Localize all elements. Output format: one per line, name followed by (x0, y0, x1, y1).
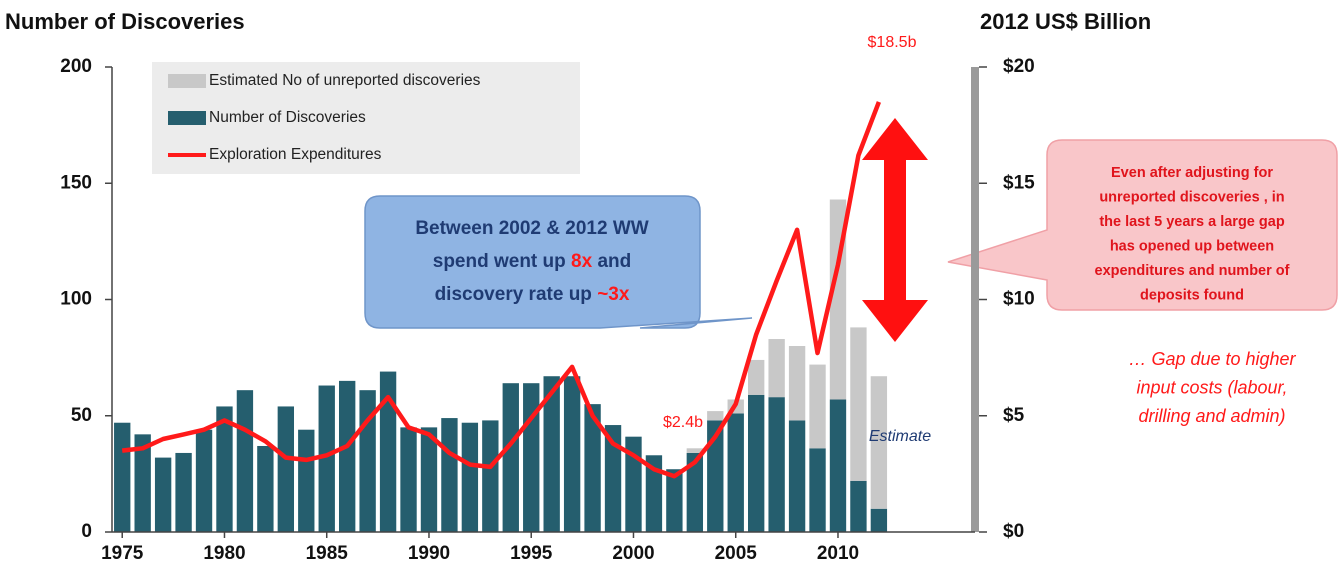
bar (563, 376, 581, 532)
bar (829, 399, 847, 532)
callout-text: deposits found (1140, 287, 1244, 303)
annotation: $18.5b (868, 34, 917, 51)
callout-text: Even after adjusting for (1111, 165, 1273, 181)
callout-text: has opened up between (1110, 238, 1274, 254)
x-tick-label: 1985 (306, 543, 349, 564)
bar (420, 427, 438, 532)
callout-bubble (947, 139, 1338, 311)
y2-axis (971, 67, 979, 532)
bar (850, 327, 867, 481)
legend-label: Estimated No of unreported discoveries (209, 72, 481, 89)
x-tick-label: 1995 (510, 543, 553, 564)
bar (809, 448, 826, 532)
bar (298, 429, 315, 532)
note-text: … Gap due to higher (1128, 349, 1296, 369)
bar (482, 420, 499, 532)
bar (400, 427, 417, 532)
bar (645, 455, 663, 532)
bar (257, 445, 274, 532)
y-tick-label: 200 (60, 56, 92, 77)
callout-text: Between 2002 & 2012 WW (415, 218, 648, 239)
bar (195, 429, 213, 532)
callout-text-part: discovery rate up (435, 284, 598, 305)
legend-label: Number of Discoveries (209, 109, 366, 126)
bar (114, 422, 131, 532)
legend-swatch (168, 111, 206, 125)
bar (461, 422, 479, 532)
bar (604, 425, 622, 532)
y-tick-label: 100 (60, 289, 92, 310)
gap-arrow (862, 118, 928, 342)
y2-tick-label: $10 (1003, 289, 1035, 310)
y2-tick-label: $0 (1003, 521, 1024, 542)
callout-text-part: spend went up (433, 251, 571, 272)
x-tick-label: 1980 (203, 543, 245, 564)
bar (523, 383, 540, 532)
bar (441, 418, 458, 532)
callout-text: expenditures and number of (1095, 263, 1290, 279)
bar (236, 390, 254, 532)
bar (809, 364, 826, 449)
y2-tick-label: $20 (1003, 56, 1035, 77)
bar (768, 339, 785, 398)
callout-bubble (364, 195, 753, 329)
y2-tick-label: $15 (1003, 172, 1035, 193)
bar (216, 406, 233, 532)
legend-box (152, 62, 580, 174)
bar (707, 411, 724, 421)
callout-text: the last 5 years a large gap (1099, 214, 1285, 230)
y-axis-title: Number of Discoveries (5, 9, 245, 34)
bar (584, 404, 601, 532)
callout-text-part: ~3x (597, 284, 630, 305)
annotation: $2.4b (663, 414, 703, 431)
y2-axis-title: 2012 US$ Billion (980, 9, 1151, 34)
legend-swatch (168, 74, 206, 88)
callout-text-part: and (592, 251, 631, 272)
x-tick-label: 2010 (817, 543, 859, 564)
x-tick-label: 1975 (101, 543, 144, 564)
bar (707, 420, 724, 532)
bar (870, 508, 888, 532)
y2-tick-label: $5 (1003, 405, 1025, 426)
line-series (121, 101, 882, 479)
note-text: input costs (labour, (1136, 377, 1287, 397)
bar (502, 383, 519, 532)
y-tick-label: 150 (60, 172, 92, 193)
bar (338, 380, 356, 532)
bar (768, 397, 785, 532)
bar (788, 346, 806, 421)
x-tick-label: 1990 (408, 543, 450, 564)
callout-text: discovery rate up ~3x (435, 284, 630, 305)
legend-label: Exploration Expenditures (209, 146, 382, 163)
y-tick-label: 0 (81, 521, 92, 542)
bar (379, 371, 397, 532)
bar (727, 413, 744, 532)
bar (318, 385, 335, 532)
bar (870, 376, 888, 509)
y-tick-label: 50 (71, 405, 92, 426)
bar (788, 420, 806, 532)
callout-text-part: Between 2002 & 2012 WW (415, 218, 648, 239)
bar (748, 394, 765, 532)
bar (850, 480, 867, 532)
bar (175, 452, 192, 532)
bar (666, 469, 683, 532)
x-tick-label: 2005 (715, 543, 758, 564)
callout-text: spend went up 8x and (433, 251, 631, 272)
note-text: drilling and admin) (1138, 406, 1285, 426)
bar (748, 359, 765, 395)
bar (154, 457, 172, 532)
bar (543, 376, 560, 532)
bar (277, 406, 295, 532)
bar (686, 448, 704, 453)
callout-text-part: 8x (571, 251, 593, 272)
callout-text: unreported discoveries , in (1099, 189, 1284, 205)
annotation: Estimate (869, 428, 931, 445)
x-tick-label: 2000 (612, 543, 654, 564)
bar (134, 434, 151, 532)
bar (686, 452, 704, 532)
